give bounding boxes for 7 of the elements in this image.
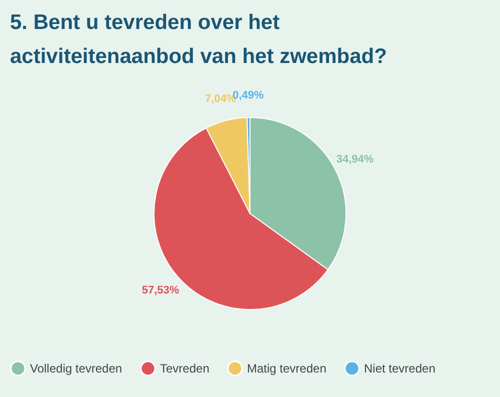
legend-label: Niet tevreden <box>364 361 436 376</box>
data-label: 34,94% <box>336 154 374 166</box>
legend-label: Matig tevreden <box>247 361 326 376</box>
legend-label: Tevreden <box>160 361 210 376</box>
data-label: 57,53% <box>142 284 180 296</box>
chart-title: 5. Bent u tevreden over het activiteitenaanbod van het zwembad? <box>10 11 387 68</box>
legend-label: Volledig tevreden <box>30 361 122 376</box>
